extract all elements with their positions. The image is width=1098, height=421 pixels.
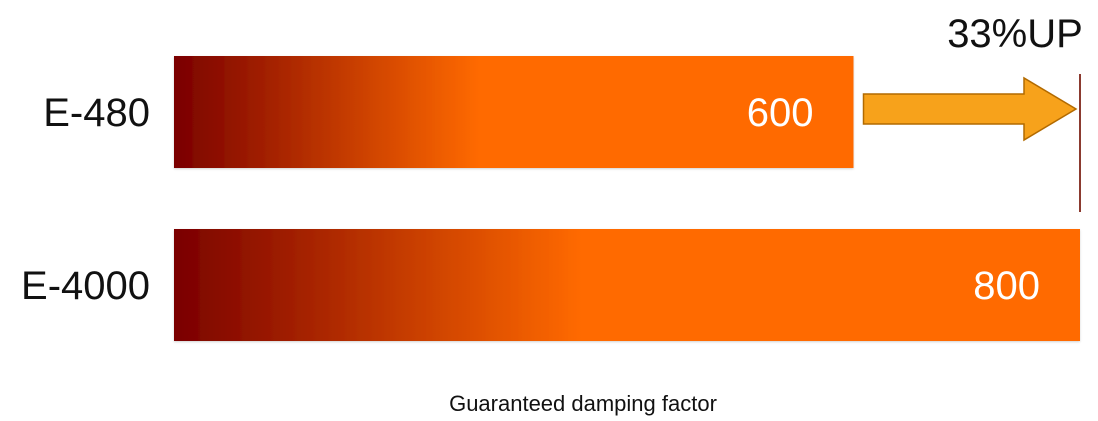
x-axis-title: Guaranteed damping factor [449,391,717,416]
increase-arrow-icon [862,76,1078,142]
category-label-e-480: E-480 [43,91,150,135]
labels-layer: E-480 600 E-4000 800 [21,91,1040,308]
value-label-e-4000: 800 [973,264,1040,308]
percent-increase-annotation: 33%UP [947,12,1083,56]
bar-e-4000 [174,229,1080,341]
category-label-e-4000: E-4000 [21,264,150,308]
annotation-layer: 33%UP [862,12,1083,212]
value-label-e-480: 600 [747,91,814,135]
bars-layer [174,56,1080,341]
bar-e-480 [174,56,854,168]
